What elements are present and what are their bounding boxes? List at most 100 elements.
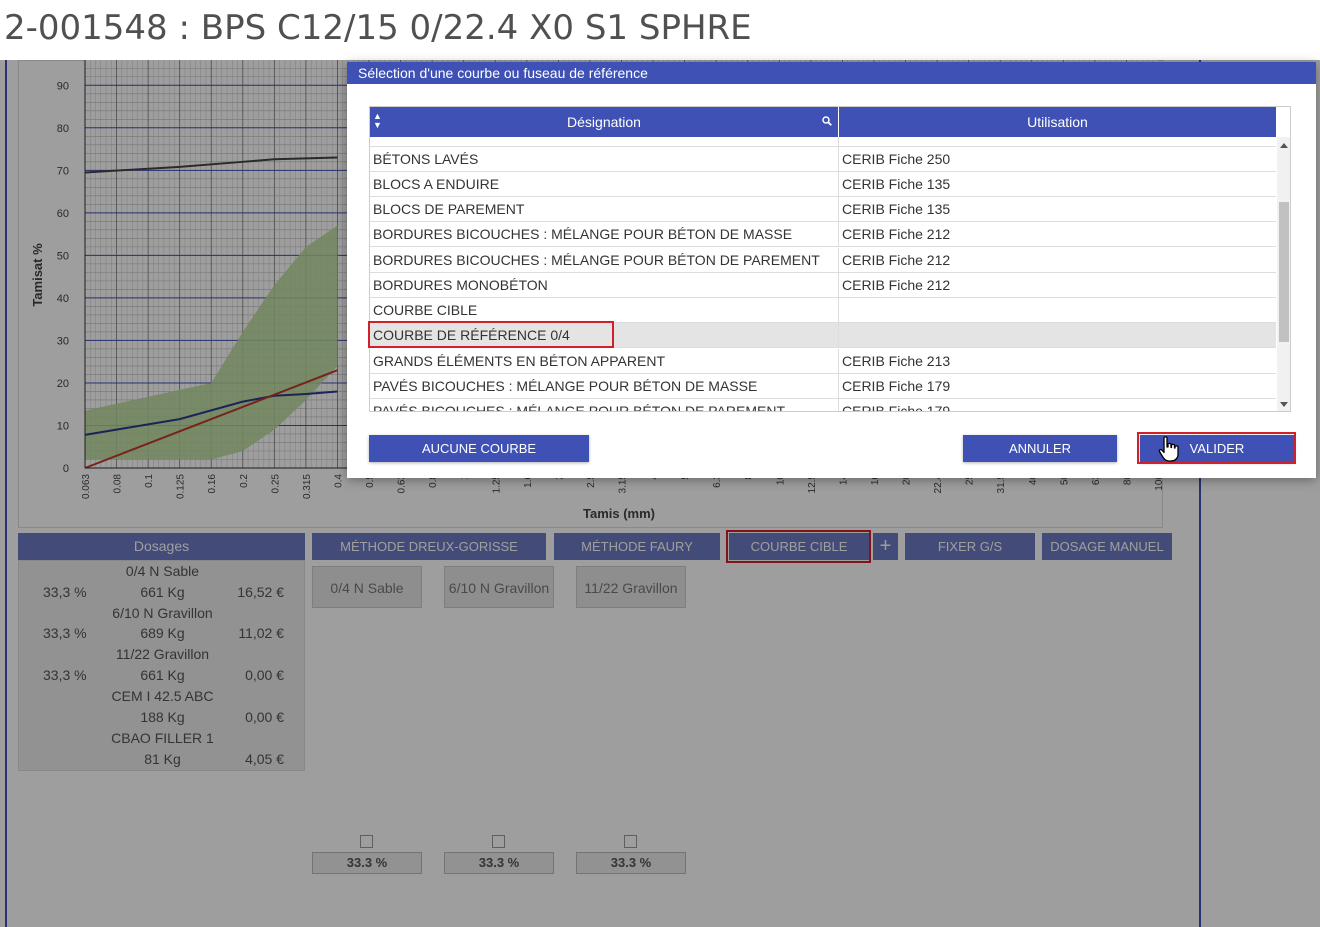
faury-button[interactable]: MÉTHODE FAURY <box>554 533 720 560</box>
table-row[interactable]: PAVÉS BICOUCHES : MÉLANGE POUR BÉTON DE … <box>370 399 1276 412</box>
x-tick-label: 0.25 <box>270 474 281 494</box>
x-tick-label: 1.6 <box>523 474 534 488</box>
dosage-name-row: 0/4 N Sable <box>19 563 306 584</box>
fixer-gs-button[interactable]: FIXER G/S <box>905 533 1035 560</box>
dosage-price: 0,00 € <box>245 709 284 725</box>
y-tick-label: 40 <box>57 293 69 305</box>
dosage-price: 16,52 € <box>237 584 284 600</box>
utilisation-cell: CERIB Fiche 212 <box>842 226 951 242</box>
material-pct-input[interactable]: 33.3 % <box>312 852 422 874</box>
dosage-pct: 33,3 % <box>43 667 87 683</box>
x-tick-label: 63 <box>1091 474 1102 486</box>
x-tick-label: 31.5 <box>996 474 1007 494</box>
designation-cell: BORDURES BICOUCHES : MÉLANGE POUR BÉTON … <box>373 252 820 268</box>
x-tick-label: 6.3 <box>712 474 723 488</box>
series-line <box>84 390 338 436</box>
reference-band <box>85 225 338 460</box>
dosage-name-row: CEM I 42.5 ABC <box>19 688 306 709</box>
table-row[interactable]: BORDURES BICOUCHES : MÉLANGE POUR BÉTON … <box>370 248 1276 273</box>
utilisation-cell: CERIB Fiche 179 <box>842 378 951 394</box>
x-tick-label: 0.125 <box>176 474 187 499</box>
table-row[interactable]: BLOCS DE PAREMENT CERIB Fiche 135 <box>370 197 1276 222</box>
table-row[interactable]: BLOCS A ENDUIRE CERIB Fiche 135 <box>370 172 1276 197</box>
dosage-kg: 81 Kg <box>144 751 181 767</box>
designation-cell: BORDURES MONOBÉTON <box>373 277 548 293</box>
dreux-gorisse-button[interactable]: MÉTHODE DREUX-GORISSE <box>312 533 546 560</box>
material-pct-input[interactable]: 33.3 % <box>444 852 554 874</box>
table-row[interactable] <box>370 137 1276 147</box>
dosage-name: CBAO FILLER 1 <box>111 730 214 746</box>
col-designation[interactable]: Désignation <box>567 114 641 130</box>
utilisation-cell: CERIB Fiche 135 <box>842 176 951 192</box>
designation-cell: COURBE CIBLE <box>373 302 478 318</box>
y-tick-label: 70 <box>57 165 69 177</box>
dosage-values-row: 33,3 % 661 Kg 0,00 € <box>19 667 306 688</box>
table-row[interactable]: GRANDS ÉLÉMENTS EN BÉTON APPARENT CERIB F… <box>370 349 1276 374</box>
scroll-thumb[interactable] <box>1279 202 1289 342</box>
y-tick-label: 0 <box>63 463 69 475</box>
dosage-manuel-button[interactable]: DOSAGE MANUEL <box>1042 533 1172 560</box>
table-row-selected[interactable]: COURBE DE RÉFÉRENCE 0/4 <box>370 323 1276 348</box>
table-row[interactable]: BORDURES MONOBÉTON CERIB Fiche 212 <box>370 273 1276 298</box>
x-tick-label: 0.1 <box>144 474 155 488</box>
dosage-name: 0/4 N Sable <box>125 563 200 579</box>
material-checkbox[interactable] <box>492 835 505 848</box>
designation-cell: BLOCS DE PAREMENT <box>373 201 525 217</box>
dosage-name: 6/10 N Gravillon <box>112 605 213 621</box>
aucune-courbe-button[interactable]: AUCUNE COURBE <box>369 435 589 462</box>
x-tick-label: 16 <box>870 474 881 486</box>
y-tick-label: 20 <box>57 378 69 390</box>
courbe-cible-button[interactable]: COURBE CIBLE <box>729 533 869 560</box>
dosage-values-row: 33,3 % 661 Kg 16,52 € <box>19 584 306 605</box>
dosage-kg: 188 Kg <box>140 709 185 725</box>
utilisation-cell: CERIB Fiche 135 <box>842 201 951 217</box>
dosage-values-row: 188 Kg 0,00 € <box>19 709 306 730</box>
x-tick-label: 10 <box>775 474 786 486</box>
x-tick-label: 20 <box>902 474 913 486</box>
table-row[interactable]: BORDURES BICOUCHES : MÉLANGE POUR BÉTON … <box>370 222 1276 247</box>
dosage-price: 11,02 € <box>238 625 284 641</box>
y-tick-label: 30 <box>57 335 69 347</box>
material-checkbox[interactable] <box>624 835 637 848</box>
dosage-name: CEM I 42.5 ABC <box>111 688 214 704</box>
x-axis-label: Tamis (mm) <box>583 506 655 521</box>
x-tick-label: 50 <box>1059 474 1070 486</box>
hand-cursor-icon <box>1158 436 1179 462</box>
x-tick-label: 0.8 <box>428 474 439 488</box>
scroll-up-arrow[interactable] <box>1280 143 1288 148</box>
x-tick-label: 40 <box>1028 474 1039 486</box>
designation-cell: BLOCS A ENDUIRE <box>373 176 500 192</box>
series-line <box>84 369 338 469</box>
x-tick-label: 12.5 <box>807 474 818 494</box>
x-tick-label: 0.4 <box>333 474 344 488</box>
dosage-values-row: 33,3 % 689 Kg 11,02 € <box>19 625 306 646</box>
col-utilisation[interactable]: Utilisation <box>1027 114 1088 130</box>
y-tick-label: 60 <box>57 208 69 220</box>
dosage-price: 0,00 € <box>245 667 284 683</box>
sort-icon[interactable]: ▲ ▼ <box>373 111 382 130</box>
material-box[interactable]: 11/22 Gravillon <box>576 566 686 608</box>
dosage-name-row: CBAO FILLER 1 <box>19 730 306 751</box>
annuler-button[interactable]: ANNULER <box>963 435 1117 462</box>
designation-cell: PAVÉS BICOUCHES : MÉLANGE POUR BÉTON DE … <box>373 403 786 412</box>
dialog-title: Sélection d'une courbe ou fuseau de réfé… <box>347 62 1316 84</box>
material-box[interactable]: 0/4 N Sable <box>312 566 422 608</box>
table-row[interactable]: BÉTONS LAVÉS CERIB Fiche 250 <box>370 147 1276 172</box>
table-row[interactable]: PAVÉS BICOUCHES : MÉLANGE POUR BÉTON DE … <box>370 374 1276 399</box>
y-tick-label: 50 <box>57 250 69 262</box>
dosage-name-row: 11/22 Gravillon <box>19 646 306 667</box>
material-box[interactable]: 6/10 N Gravillon <box>444 566 554 608</box>
designation-cell: COURBE DE RÉFÉRENCE 0/4 <box>373 327 570 343</box>
x-tick-label: 25 <box>965 474 976 486</box>
dosages-panel: 0/4 N Sable 33,3 % 661 Kg 16,52 € 6/10 N G… <box>18 560 305 771</box>
page-title: 2-001548 : BPS C12/15 0/22.4 X0 S1 SPHRE <box>4 8 752 48</box>
add-button[interactable]: + <box>873 533 898 560</box>
valider-highlight <box>1137 432 1296 464</box>
scroll-down-arrow[interactable] <box>1280 402 1288 407</box>
search-icon[interactable] <box>822 116 832 126</box>
material-pct-input[interactable]: 33.3 % <box>576 852 686 874</box>
material-checkbox[interactable] <box>360 835 373 848</box>
table-scrollbar[interactable] <box>1277 137 1290 411</box>
designation-cell: BÉTONS LAVÉS <box>373 151 479 167</box>
table-row[interactable]: COURBE CIBLE <box>370 298 1276 323</box>
